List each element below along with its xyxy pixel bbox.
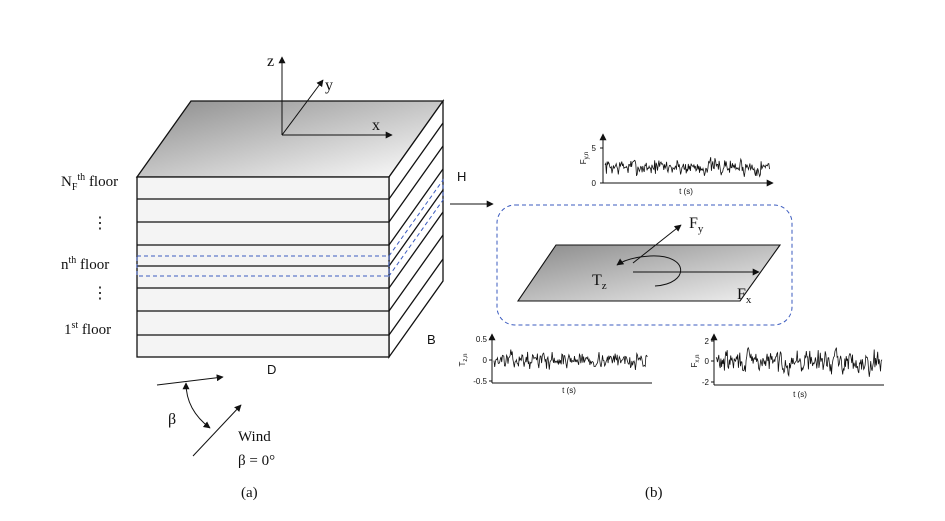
floor-slab-side-line (388, 234, 444, 312)
floor-slab-side-line (388, 211, 444, 289)
fy-signal-line (604, 157, 770, 178)
nth-floor-highlight-front (136, 255, 390, 277)
floor-slab-side-line (388, 122, 444, 200)
caption-a: (a) (241, 485, 258, 501)
chart-fy: 0 5 t (s) Fy,n (579, 133, 774, 196)
tz-ytick-0: 0.5 (476, 335, 488, 344)
floor-slab-side-line (388, 189, 444, 267)
fy-ytick-0: 0 (592, 179, 597, 188)
floor-slabs (137, 122, 444, 336)
coordinate-axes: z y x (267, 53, 393, 139)
tz-ytick-2: -0.5 (473, 377, 487, 386)
tz-ylabel: Tz,n (458, 354, 469, 367)
fx-ytick-1: 0 (705, 357, 710, 366)
ellipsis-upper: ⋮ (92, 215, 108, 232)
tz-rotation-arrow (616, 255, 682, 287)
nth-floor-label: nth floor (61, 255, 109, 273)
ellipsis-lower: ⋮ (92, 285, 108, 302)
beta-symbol: β (168, 411, 176, 428)
plate-surface (516, 244, 782, 302)
caption-b: (b) (645, 485, 663, 501)
y-axis-arrow (281, 79, 324, 136)
chart-tz: 0.5 0 -0.5 t (s) Tz,n (458, 333, 652, 395)
dimension-h-label: H (457, 169, 466, 184)
wind-direction: β Wind β = 0° (156, 374, 275, 469)
angle-arc (182, 382, 211, 429)
building-front-face (136, 176, 390, 358)
reference-direction-arrow (156, 374, 224, 386)
fx-ytick-2: -2 (702, 378, 710, 387)
first-floor-label: 1st floor (64, 320, 111, 338)
chart-fx: 2 0 -2 t (s) Fx,n (690, 333, 884, 399)
nth-floor-highlight-side (388, 178, 444, 278)
fy-ytick-1: 5 (592, 144, 597, 153)
x-axis-label: x (372, 117, 380, 134)
fy-ylabel: Fy,n (579, 152, 590, 164)
building (135, 98, 445, 360)
top-floor-label: NFth floor (61, 172, 118, 193)
tz-ytick-1: 0 (483, 356, 488, 365)
tz-label: Tz (592, 272, 607, 292)
floor-plate-box (496, 204, 793, 326)
floor-plate: Fy Fx Tz (516, 215, 782, 306)
wind-angle-label: β = 0° (238, 453, 275, 469)
fy-label: Fy (689, 215, 704, 235)
floor-slab-side-line (388, 168, 444, 246)
dimension-d-label: D (267, 362, 276, 377)
y-axis-label: y (325, 77, 333, 94)
floor-labels: NFth floor ⋮ nth floor ⋮ 1st floor (61, 172, 118, 338)
tz-signal-line (493, 349, 648, 371)
fx-ylabel: Fx,n (690, 355, 701, 368)
wind-arrow (192, 404, 242, 457)
fx-ytick-0: 2 (705, 337, 710, 346)
fx-signal-line (715, 346, 883, 378)
floor-slab-side-line (388, 258, 444, 336)
fx-label: Fx (737, 286, 752, 306)
dimension-b-label: B (427, 332, 436, 347)
z-axis-label: z (267, 53, 274, 70)
wind-label: Wind (238, 429, 271, 445)
fy-xlabel: t (s) (679, 187, 693, 196)
tz-xlabel: t (s) (562, 386, 576, 395)
floor-slab-side-line (388, 145, 444, 223)
fx-xlabel: t (s) (793, 390, 807, 399)
